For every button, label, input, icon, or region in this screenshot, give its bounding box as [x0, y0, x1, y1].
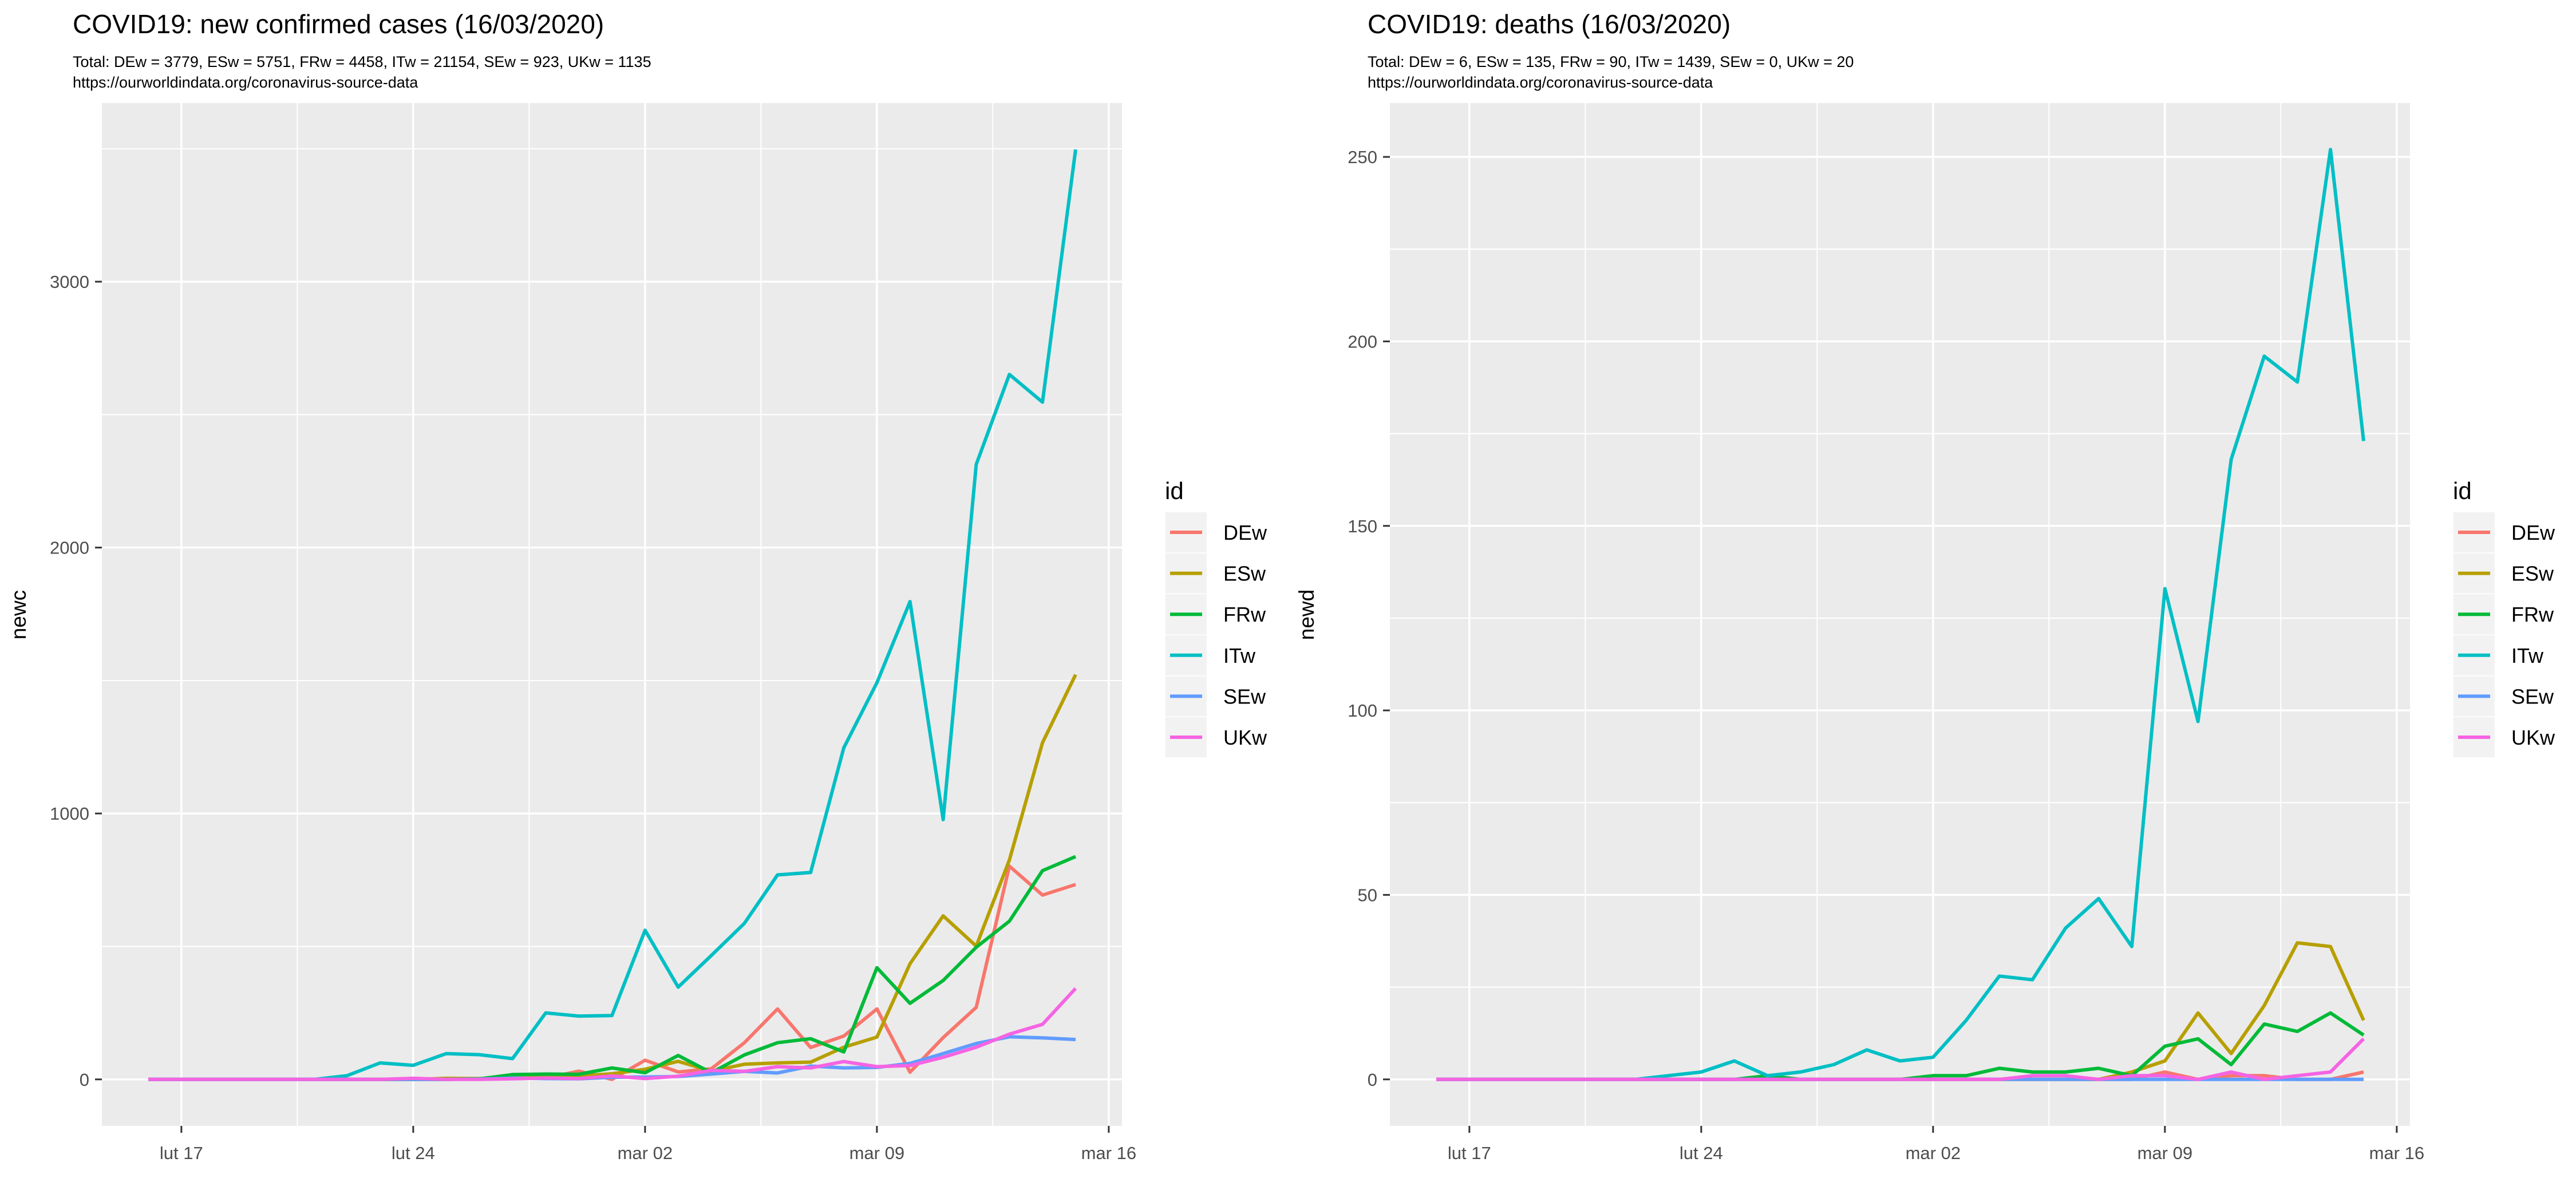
deaths-chart-title: COVID19: deaths (16/03/2020) [1368, 9, 1730, 39]
new-cases-x-tick-label-lut-24: lut 24 [392, 1143, 435, 1163]
legend-label-ITw: ITw [2511, 644, 2544, 667]
deaths-y-tick-label-250: 250 [1348, 147, 1377, 167]
legend-item-FRw: FRw [2453, 594, 2554, 635]
deaths-y-tick-label-150: 150 [1348, 516, 1377, 536]
cases-chart-source-url: https://ourworldindata.org/coronavirus-s… [73, 74, 418, 91]
legend-label-DEw: DEw [1223, 521, 1267, 544]
deaths-y-tick-label-200: 200 [1348, 331, 1377, 351]
legend-label-UKw: UKw [2511, 726, 2555, 749]
cases-y-axis-title: newc [7, 590, 30, 639]
legend-label-FRw: FRw [2511, 603, 2554, 626]
legend-item-ITw: ITw [2453, 635, 2544, 675]
legend-label-UKw: UKw [1223, 726, 1267, 749]
new-cases-y-tick-label-2000: 2000 [50, 538, 89, 558]
legend-label-ESw: ESw [1223, 562, 1266, 586]
deaths-chart-subtitle: Total: DEw = 6, ESw = 135, FRw = 90, ITw… [1368, 53, 1854, 70]
legend-label-DEw: DEw [2511, 521, 2555, 544]
deaths-x-tick-label-mar-16: mar 16 [2369, 1143, 2424, 1163]
legend-item-UKw: UKw [1165, 717, 1267, 757]
legend-label-SEw: SEw [1223, 685, 1266, 708]
legend-label-FRw: FRw [1223, 603, 1266, 626]
deaths-y-axis-title: newd [1295, 590, 1318, 640]
legend-item-FRw: FRw [1165, 594, 1266, 635]
new-cases-chart: lut 17 lut 24 mar 02 mar 09 mar 16 0 1000 2000 3… [50, 103, 1267, 1163]
legend-item-UKw: UKw [2453, 717, 2555, 757]
new-cases-series-UKw [148, 987, 1077, 1081]
deaths-legend-title: id [2453, 477, 2472, 504]
new-cases-y-tick-label-3000: 3000 [50, 272, 89, 292]
legend-item-ESw: ESw [1165, 553, 1266, 594]
deaths-chart-source-url: https://ourworldindata.org/coronavirus-s… [1368, 74, 1713, 91]
cases-chart-subtitle: Total: DEw = 3779, ESw = 5751, FRw = 445… [73, 53, 651, 70]
deaths-y-tick-label-0: 0 [1368, 1070, 1377, 1090]
new-cases-y-tick-label-0: 0 [80, 1070, 89, 1090]
legend-label-SEw: SEw [2511, 685, 2554, 708]
deaths-series-UKw [1436, 1037, 2365, 1081]
new-cases-y-tick-label-1000: 1000 [50, 804, 89, 824]
new-cases-x-tick-label-mar-02: mar 02 [618, 1143, 673, 1163]
legend-label-ESw: ESw [2511, 562, 2554, 586]
legend-item-DEw: DEw [2453, 512, 2555, 552]
deaths-y-tick-label-50: 50 [1358, 885, 1377, 905]
new-cases-panel [102, 103, 1122, 1126]
deaths-x-tick-label-lut-24: lut 24 [1680, 1143, 1723, 1163]
legend-item-DEw: DEw [1165, 512, 1267, 552]
deaths-x-tick-label-mar-09: mar 09 [2138, 1143, 2192, 1163]
deaths-x-tick-label-mar-02: mar 02 [1906, 1143, 1961, 1163]
new-cases-x-tick-label-mar-16: mar 16 [1081, 1143, 1136, 1163]
new-cases-x-tick-label-lut-17: lut 17 [160, 1143, 203, 1163]
cases-legend-title: id [1165, 477, 1184, 504]
legend-item-SEw: SEw [1165, 676, 1266, 717]
cases-chart-title: COVID19: new confirmed cases (16/03/2020… [73, 9, 604, 39]
legend-item-ESw: ESw [2453, 553, 2554, 594]
deaths-y-tick-label-100: 100 [1348, 701, 1377, 721]
deaths-panel [1390, 103, 2410, 1126]
deaths-chart: lut 17 lut 24 mar 02 mar 09 mar 16 0 50 100 150 2… [1348, 103, 2555, 1163]
legend-item-ITw: ITw [1165, 635, 1256, 675]
deaths-x-tick-label-lut-17: lut 17 [1448, 1143, 1491, 1163]
legend-label-ITw: ITw [1223, 644, 1256, 667]
new-cases-x-tick-label-mar-09: mar 09 [850, 1143, 904, 1163]
legend-item-SEw: SEw [2453, 676, 2554, 717]
